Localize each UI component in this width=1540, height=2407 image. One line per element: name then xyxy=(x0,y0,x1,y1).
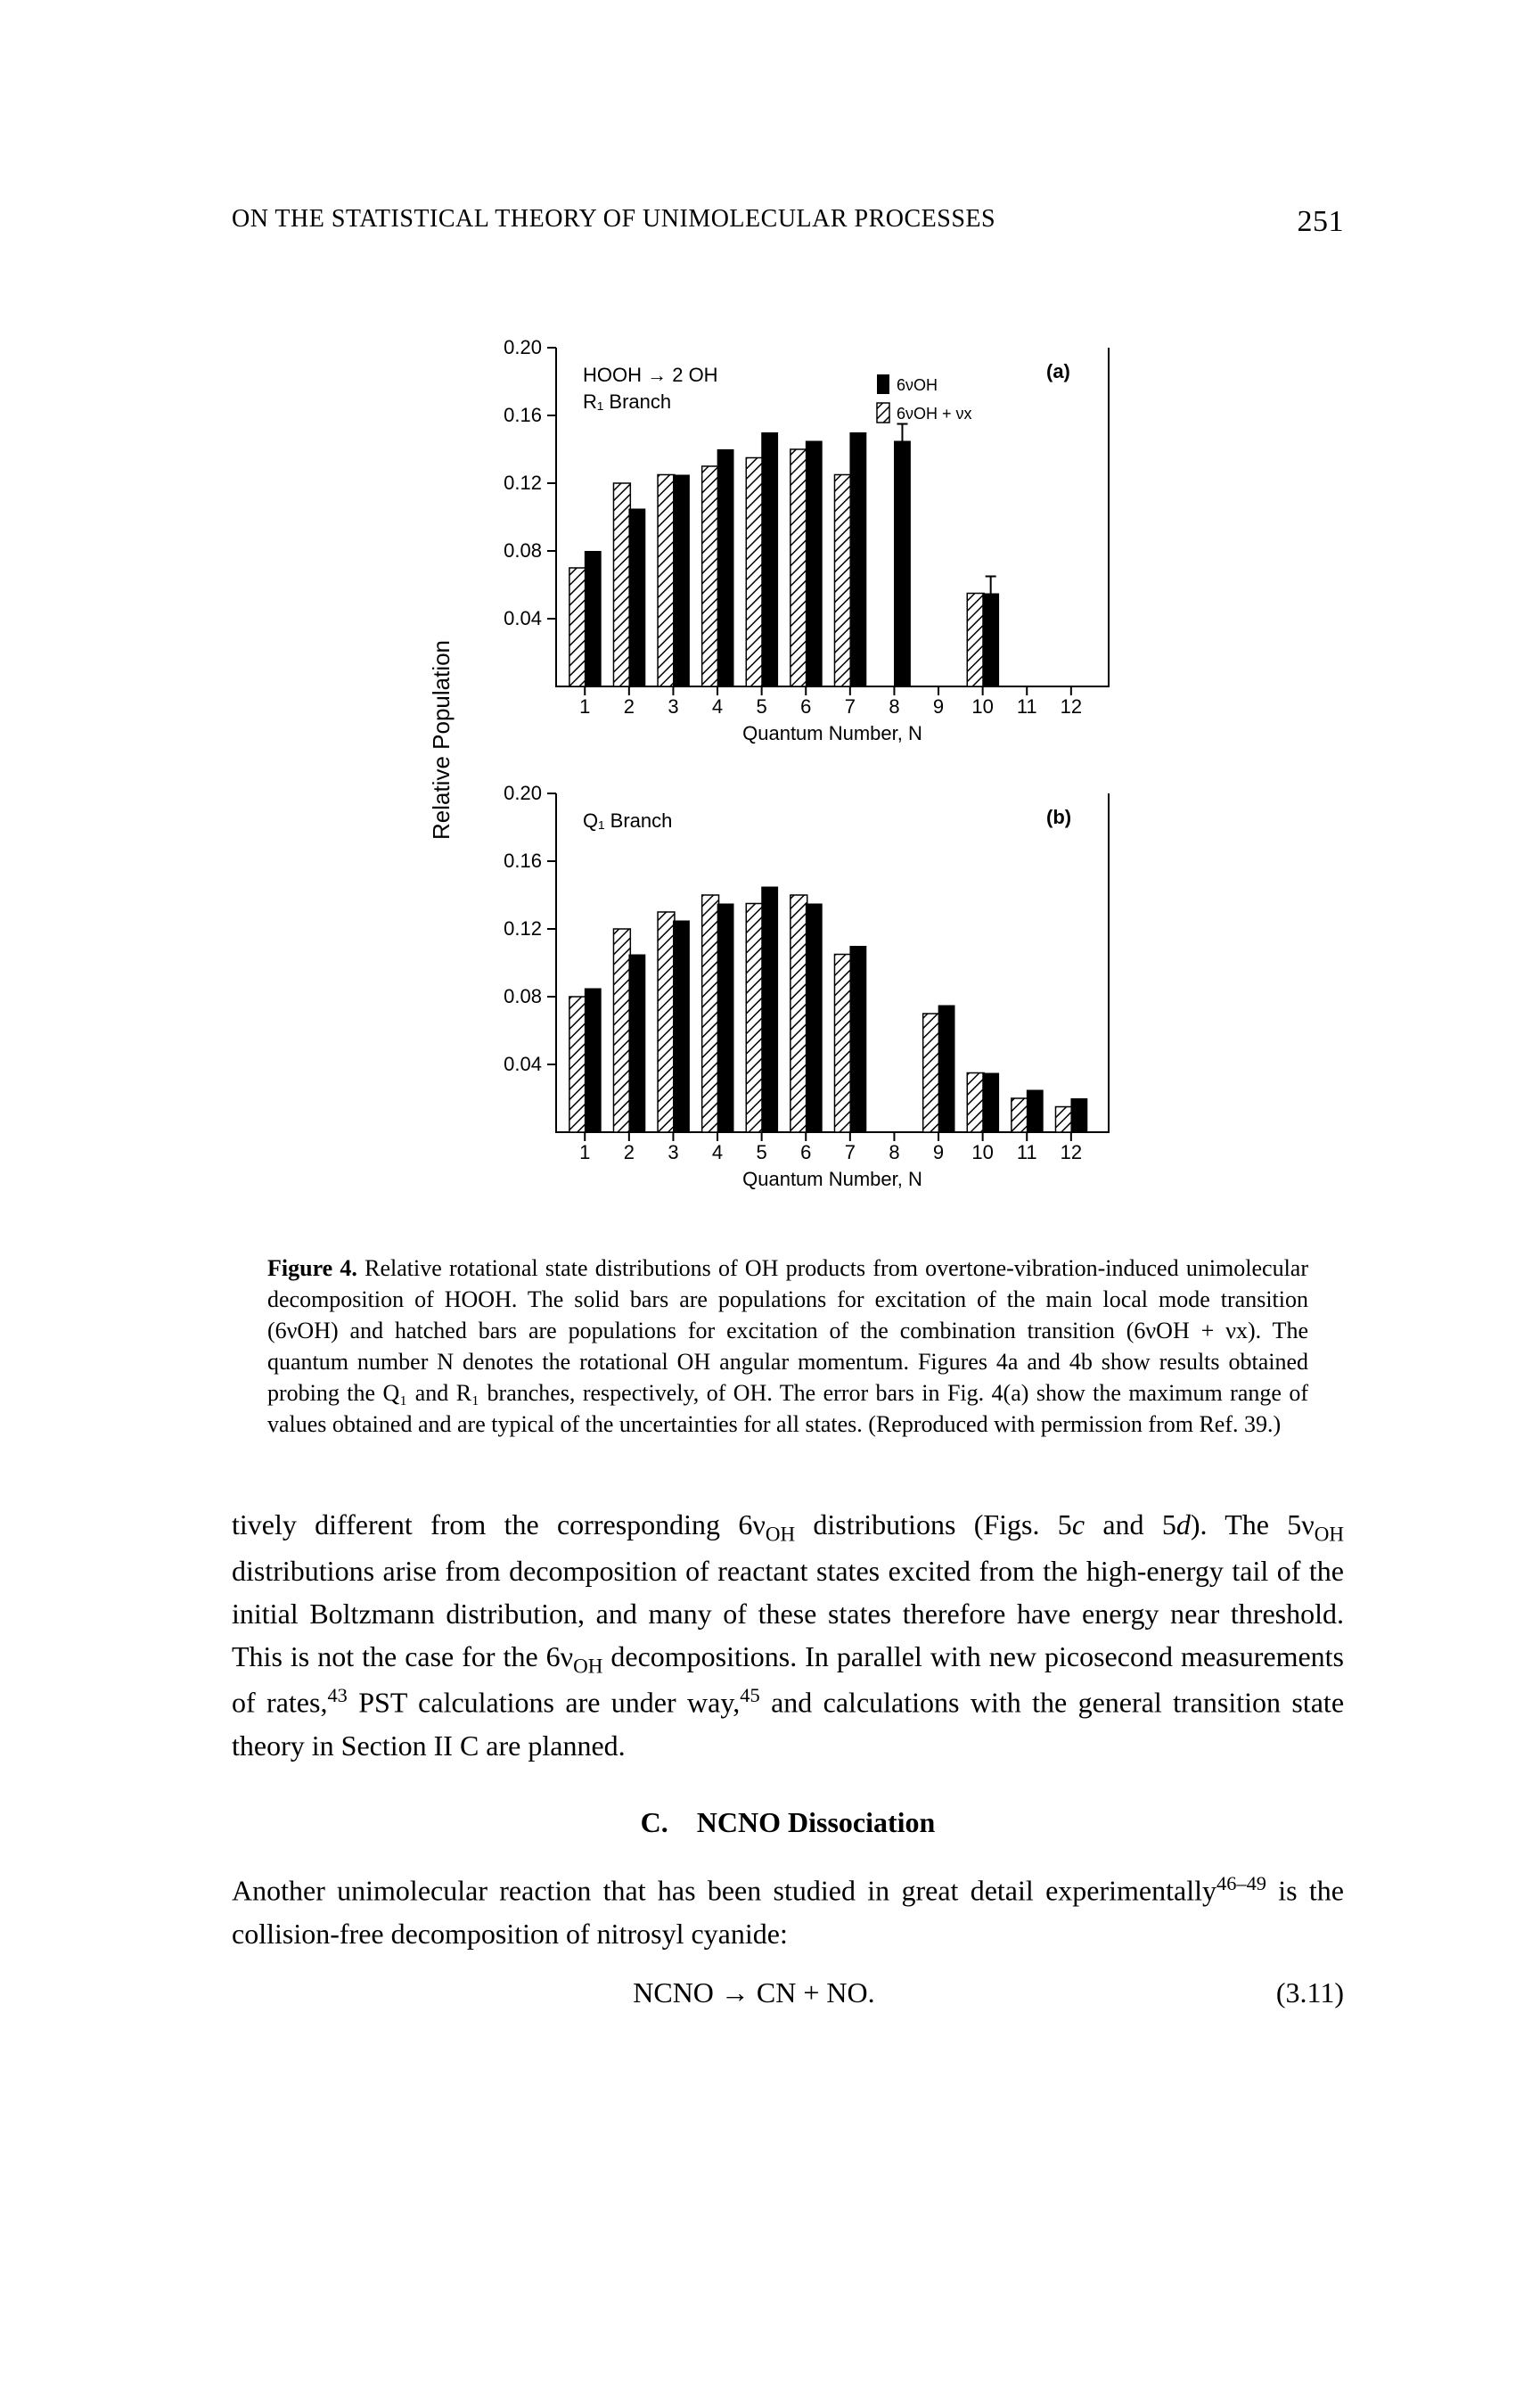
equation: NCNO → CN + NO. xyxy=(633,1976,874,2009)
svg-text:R₁ Branch: R₁ Branch xyxy=(583,390,671,413)
svg-text:1: 1 xyxy=(579,1141,590,1163)
running-title: ON THE STATISTICAL THEORY OF UNIMOLECULA… xyxy=(232,205,995,234)
svg-text:2: 2 xyxy=(624,695,635,718)
svg-text:4: 4 xyxy=(712,695,723,718)
equation-number: (3.11) xyxy=(1276,1971,1344,2014)
caption-text: Relative rotational state distributions … xyxy=(267,1255,1308,1437)
paragraph-continuation: tively different from the corresponding … xyxy=(232,1503,1344,1768)
svg-text:0.08: 0.08 xyxy=(504,539,542,562)
svg-text:2: 2 xyxy=(624,1141,635,1163)
svg-text:(a): (a) xyxy=(1046,360,1070,382)
svg-text:0.12: 0.12 xyxy=(504,917,542,940)
svg-text:0.08: 0.08 xyxy=(504,985,542,1007)
svg-text:0.16: 0.16 xyxy=(504,404,542,426)
svg-text:Quantum Number, N: Quantum Number, N xyxy=(742,722,922,744)
svg-text:12: 12 xyxy=(1061,695,1082,718)
figure-svg: 0.040.080.120.160.20123456789101112HOOH … xyxy=(396,294,1180,1221)
caption-lead: Figure 4. xyxy=(267,1255,357,1281)
svg-text:HOOH → 2 OH: HOOH → 2 OH xyxy=(583,364,718,386)
svg-text:12: 12 xyxy=(1061,1141,1082,1163)
svg-text:9: 9 xyxy=(933,695,944,718)
svg-text:0.16: 0.16 xyxy=(504,850,542,872)
svg-text:4: 4 xyxy=(712,1141,723,1163)
svg-text:11: 11 xyxy=(1017,695,1037,718)
figure-caption: Figure 4. Relative rotational state dist… xyxy=(267,1253,1308,1441)
svg-text:10: 10 xyxy=(971,1141,993,1163)
page-number: 251 xyxy=(1298,205,1345,239)
svg-text:6νOH + νx: 6νOH + νx xyxy=(897,405,972,423)
paragraph-2: Another unimolecular reaction that has b… xyxy=(232,1869,1344,1955)
svg-text:3: 3 xyxy=(668,1141,678,1163)
svg-text:5: 5 xyxy=(757,695,767,718)
svg-text:5: 5 xyxy=(757,1141,767,1163)
svg-text:9: 9 xyxy=(933,1141,944,1163)
svg-text:Q₁ Branch: Q₁ Branch xyxy=(583,809,672,832)
svg-text:8: 8 xyxy=(889,695,899,718)
svg-text:0.20: 0.20 xyxy=(504,782,542,804)
svg-text:10: 10 xyxy=(971,695,993,718)
section-heading: C. NCNO Dissociation xyxy=(232,1801,1344,1844)
svg-text:3: 3 xyxy=(668,695,678,718)
svg-text:8: 8 xyxy=(889,1141,899,1163)
svg-text:Quantum Number, N: Quantum Number, N xyxy=(742,1168,922,1190)
svg-text:7: 7 xyxy=(845,1141,856,1163)
svg-text:(b): (b) xyxy=(1046,806,1071,828)
svg-text:0.20: 0.20 xyxy=(504,336,542,358)
svg-text:11: 11 xyxy=(1017,1141,1037,1163)
equation-line: NCNO → CN + NO. (3.11) xyxy=(232,1971,1344,2014)
svg-text:6: 6 xyxy=(800,1141,811,1163)
svg-text:6νOH: 6νOH xyxy=(897,376,938,394)
body-text: tively different from the corresponding … xyxy=(232,1503,1344,2014)
running-head: ON THE STATISTICAL THEORY OF UNIMOLECULA… xyxy=(232,205,1344,239)
figure-4: 0.040.080.120.160.20123456789101112HOOH … xyxy=(396,294,1180,1226)
svg-text:1: 1 xyxy=(579,695,590,718)
svg-text:0.04: 0.04 xyxy=(504,607,542,629)
svg-text:7: 7 xyxy=(845,695,856,718)
svg-text:6: 6 xyxy=(800,695,811,718)
svg-text:Relative Population: Relative Population xyxy=(428,640,455,840)
svg-text:0.04: 0.04 xyxy=(504,1053,542,1075)
svg-text:0.12: 0.12 xyxy=(504,472,542,494)
page: ON THE STATISTICAL THEORY OF UNIMOLECULA… xyxy=(0,0,1540,2407)
